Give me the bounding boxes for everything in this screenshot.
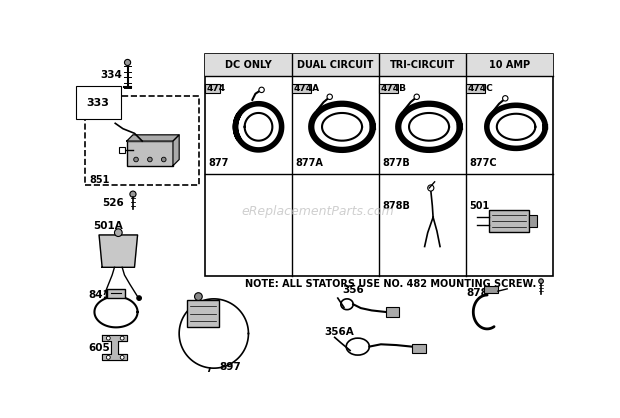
Text: 877B: 877B	[383, 158, 410, 168]
Text: 897: 897	[219, 362, 241, 372]
Circle shape	[125, 59, 131, 66]
Text: 356A: 356A	[324, 327, 353, 337]
Bar	[205, 54, 554, 276]
Bar	[107, 289, 125, 298]
Text: 878: 878	[466, 288, 488, 298]
Circle shape	[107, 355, 110, 359]
Text: TRI-CIRCUIT: TRI-CIRCUIT	[389, 60, 455, 70]
Text: 841: 841	[88, 290, 110, 300]
Circle shape	[130, 191, 136, 197]
Circle shape	[115, 229, 122, 237]
Bar	[484, 286, 498, 293]
FancyBboxPatch shape	[205, 84, 220, 93]
FancyBboxPatch shape	[466, 84, 485, 93]
Bar	[386, 307, 399, 316]
Polygon shape	[102, 335, 126, 360]
FancyBboxPatch shape	[292, 84, 311, 93]
Text: 501A: 501A	[93, 221, 123, 231]
Text: 356: 356	[342, 285, 364, 296]
Circle shape	[148, 157, 152, 162]
Circle shape	[195, 293, 202, 301]
Text: 877: 877	[208, 158, 229, 168]
Text: 605: 605	[88, 343, 110, 353]
Bar	[119, 147, 125, 153]
Polygon shape	[173, 135, 179, 166]
Circle shape	[503, 96, 508, 101]
Text: 474C: 474C	[468, 84, 494, 93]
Circle shape	[414, 94, 419, 99]
Circle shape	[259, 87, 264, 92]
Circle shape	[137, 296, 141, 301]
Circle shape	[120, 355, 124, 359]
Circle shape	[161, 157, 166, 162]
Circle shape	[327, 94, 332, 99]
Text: 877A: 877A	[295, 158, 323, 168]
Text: 10 AMP: 10 AMP	[489, 60, 529, 70]
Bar	[85, 97, 199, 185]
Text: 474A: 474A	[294, 84, 320, 93]
Bar	[187, 301, 219, 327]
Text: 878B: 878B	[383, 201, 410, 212]
Circle shape	[120, 336, 124, 340]
Text: eReplacementParts.com: eReplacementParts.com	[241, 205, 394, 218]
Circle shape	[107, 336, 110, 340]
Text: 877C: 877C	[469, 158, 497, 168]
Text: DC ONLY: DC ONLY	[224, 60, 272, 70]
Bar	[489, 210, 529, 232]
Circle shape	[134, 157, 138, 162]
FancyBboxPatch shape	[379, 84, 398, 93]
Text: 334: 334	[100, 70, 123, 80]
Bar	[412, 344, 425, 353]
Text: 333: 333	[87, 97, 110, 107]
Circle shape	[204, 382, 208, 385]
Bar	[529, 215, 537, 227]
Text: 474: 474	[207, 84, 226, 93]
Bar	[126, 141, 173, 166]
Text: 851: 851	[90, 175, 110, 184]
Bar	[205, 54, 554, 76]
Text: 526: 526	[102, 198, 124, 208]
Text: DUAL CIRCUIT: DUAL CIRCUIT	[297, 60, 373, 70]
Text: NOTE: ALL STATORS USE NO. 482 MOUNTING SCREW.: NOTE: ALL STATORS USE NO. 482 MOUNTING S…	[245, 279, 536, 289]
Circle shape	[539, 279, 543, 283]
Text: 501: 501	[469, 201, 490, 212]
Polygon shape	[99, 235, 138, 267]
Text: 474B: 474B	[381, 84, 407, 93]
Polygon shape	[126, 135, 179, 141]
Circle shape	[428, 185, 434, 191]
